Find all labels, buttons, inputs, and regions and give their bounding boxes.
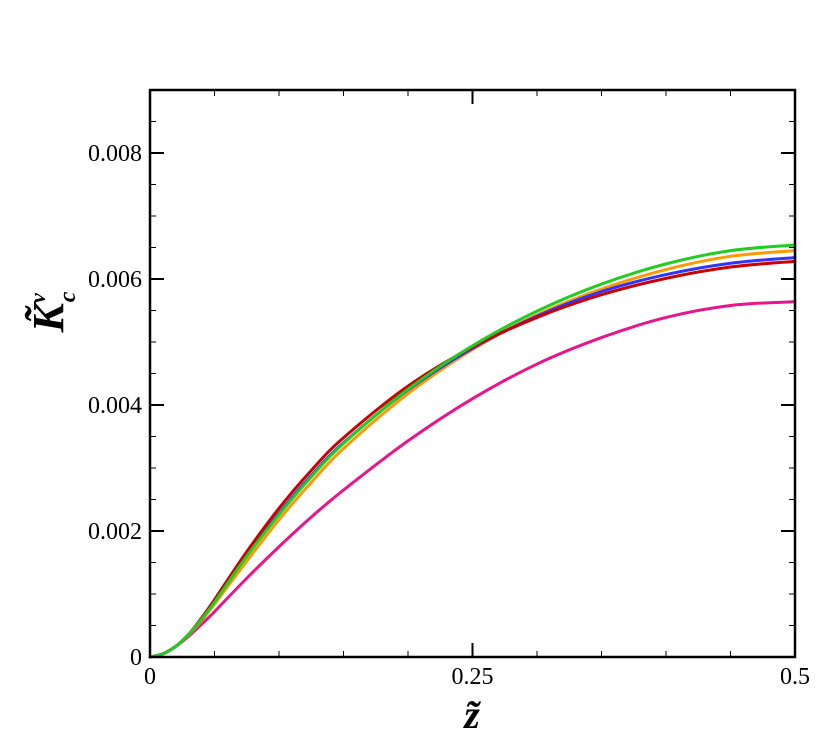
series-line-1 (148, 300, 797, 659)
x-tick-label: 0 (144, 664, 156, 690)
x-tick-label: 0.25 (452, 664, 494, 690)
y-axis-title: K̃v c (24, 291, 81, 333)
x-axis-title: z̃ (462, 692, 482, 737)
series-line-4 (148, 259, 797, 659)
series-line-5 (148, 243, 797, 659)
minor-ticks (150, 90, 795, 657)
plot-frame (148, 88, 797, 659)
y-tick-label: 0.004 (88, 393, 142, 419)
series-line-3 (148, 256, 797, 659)
major-ticks (149, 90, 796, 658)
y-axis-title-superscript: v (25, 293, 50, 303)
svg-text:K̃vc: K̃v c (24, 291, 81, 333)
y-tick-label: 0.002 (88, 519, 142, 545)
y-tick-label: 0.008 (88, 141, 142, 167)
series-layer (148, 243, 797, 659)
y-axis-title-main: K̃ (24, 300, 73, 333)
tick-labels: 0 0.25 0.5 0 0.002 0.004 0.006 0.008 (88, 141, 810, 690)
x-tick-label: 0.5 (780, 664, 810, 690)
y-axis-title-subscript: c (55, 291, 81, 302)
y-tick-label: 0.006 (88, 267, 142, 293)
y-tick-label: 0 (130, 645, 142, 671)
